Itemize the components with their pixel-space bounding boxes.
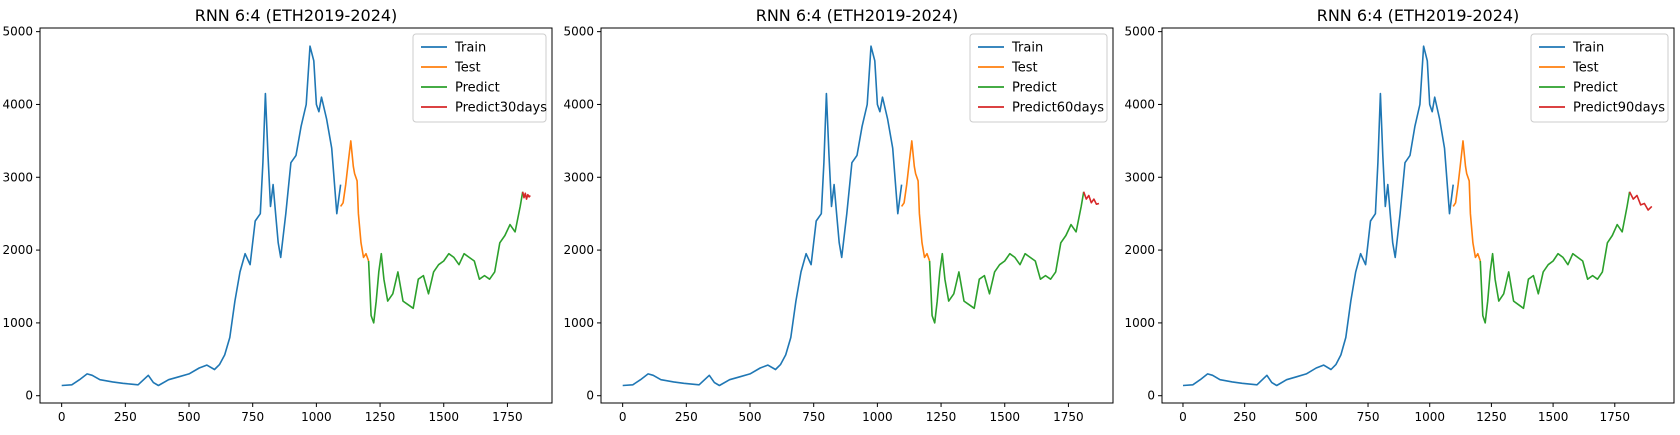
chart-panel-1: RNN 6:4 (ETH2019-2024) 0 250 500 750 1000 1250… xyxy=(2,6,553,424)
legend-label: Predict90days xyxy=(1573,101,1665,116)
series-line-predict90days xyxy=(1628,191,1653,211)
legend-box xyxy=(412,33,547,123)
series-line-predict xyxy=(367,191,524,324)
series-line-train xyxy=(622,45,903,387)
x-tick-label: 1750 xyxy=(492,410,523,424)
series-group xyxy=(61,45,531,387)
legend-label: Predict xyxy=(455,81,500,96)
legend-label: Train xyxy=(1011,41,1043,56)
axes-frame xyxy=(39,27,553,404)
y-tick-label: 2000 xyxy=(2,243,33,257)
chart-title: RNN 6:4 (ETH2019-2024) xyxy=(1317,6,1520,25)
x-tick-label: 500 xyxy=(1295,410,1318,424)
x-tick-label: 250 xyxy=(114,410,137,424)
x-tick-label: 1250 xyxy=(365,410,396,424)
x-tick-label: 0 xyxy=(1179,410,1187,424)
chart-title: RNN 6:4 (ETH2019-2024) xyxy=(195,6,398,25)
y-tick-label: 1000 xyxy=(1124,316,1155,330)
y-tick-label: 3000 xyxy=(563,170,594,184)
x-tick-label: 1250 xyxy=(1476,410,1507,424)
legend-label: Test xyxy=(1572,61,1599,76)
x-tick-label: 1500 xyxy=(428,410,459,424)
x-tick-label: 1000 xyxy=(862,410,893,424)
legend: Train Test Predict Predict30days xyxy=(412,33,547,123)
x-tick-label: 1500 xyxy=(1538,410,1569,424)
x-tick-label: 1500 xyxy=(989,410,1020,424)
y-tick-label: 5000 xyxy=(1124,25,1155,39)
y-tick-label: 0 xyxy=(586,389,594,403)
x-tick-label: 0 xyxy=(619,410,627,424)
y-tick-label: 0 xyxy=(25,389,33,403)
legend-label: Predict60days xyxy=(1012,101,1104,116)
x-tick-label: 1250 xyxy=(926,410,957,424)
x-tick-label: 1750 xyxy=(1053,410,1084,424)
legend-label: Predict30days xyxy=(455,101,547,116)
x-tick-label: 0 xyxy=(58,410,66,424)
series-line-train xyxy=(1182,45,1454,387)
y-tick-label: 3000 xyxy=(2,170,33,184)
y-tick-label: 4000 xyxy=(1124,97,1155,111)
x-tick-label: 1750 xyxy=(1600,410,1631,424)
x-tick-label: 250 xyxy=(675,410,698,424)
x-tick-label: 250 xyxy=(1233,410,1256,424)
y-tick-label: 1000 xyxy=(2,316,33,330)
x-tick-label: 500 xyxy=(178,410,201,424)
legend: Train Test Predict Predict60days xyxy=(969,33,1108,123)
chart-panel-3: RNN 6:4 (ETH2019-2024) 0 250 500 750 1000 1250… xyxy=(1124,6,1675,424)
series-line-predict xyxy=(1479,191,1631,324)
y-tick-label: 5000 xyxy=(563,25,594,39)
x-tick-label: 750 xyxy=(802,410,825,424)
y-tick-label: 1000 xyxy=(563,316,594,330)
series-line-test xyxy=(1452,140,1482,262)
y-tick-label: 4000 xyxy=(2,97,33,111)
series-line-test xyxy=(900,140,931,262)
legend-label: Test xyxy=(1011,61,1038,76)
chart-title: RNN 6:4 (ETH2019-2024) xyxy=(756,6,959,25)
series-group xyxy=(622,45,1100,387)
series-line-test xyxy=(339,140,370,262)
legend-label: Train xyxy=(1572,41,1604,56)
y-tick-label: 4000 xyxy=(563,97,594,111)
x-tick-label: 1000 xyxy=(301,410,332,424)
legend-box xyxy=(1530,33,1669,123)
x-tick-label: 750 xyxy=(241,410,264,424)
y-tick-label: 0 xyxy=(1147,389,1155,403)
y-tick-label: 3000 xyxy=(1124,170,1155,184)
y-tick-label: 2000 xyxy=(563,243,594,257)
x-tick-label: 500 xyxy=(739,410,762,424)
x-tick-label: 750 xyxy=(1357,410,1380,424)
y-tick-label: 5000 xyxy=(2,25,33,39)
chart-panel-2: RNN 6:4 (ETH2019-2024) 0 250 500 750 1000 1250… xyxy=(563,6,1114,424)
legend-label: Predict xyxy=(1012,81,1057,96)
legend-box xyxy=(969,33,1108,123)
axes-frame xyxy=(600,27,1114,404)
series-line-predict30days xyxy=(521,191,531,200)
series-line-predict60days xyxy=(1082,191,1100,205)
legend-label: Test xyxy=(454,61,481,76)
legend-label: Predict xyxy=(1573,81,1618,96)
x-tick-label: 1000 xyxy=(1414,410,1445,424)
series-group xyxy=(1182,45,1653,387)
legend: Train Test Predict Predict90days xyxy=(1530,33,1669,123)
series-line-train xyxy=(61,45,342,387)
y-tick-label: 2000 xyxy=(1124,243,1155,257)
series-line-predict xyxy=(928,191,1085,324)
axes-frame xyxy=(1161,27,1675,404)
legend-label: Train xyxy=(454,41,486,56)
